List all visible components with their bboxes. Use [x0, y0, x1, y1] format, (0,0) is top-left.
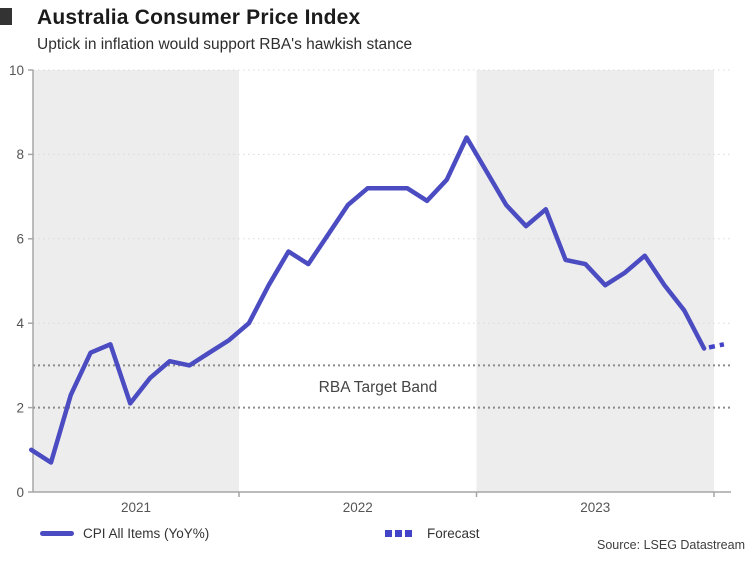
chart-legend: CPI All Items (YoY%) Forecast — [0, 522, 748, 544]
y-tick-label-2: 2 — [16, 400, 24, 415]
chart-subtitle: Uptick in inflation would support RBA's … — [37, 36, 413, 53]
target-band-label: RBA Target Band — [319, 379, 438, 396]
x-year-label-2021: 2021 — [121, 500, 151, 515]
forecast-line — [703, 342, 725, 351]
cpi-line — [28, 135, 707, 465]
y-tick-label-10: 10 — [9, 63, 24, 78]
x-year-label-2023: 2023 — [580, 500, 610, 515]
year-band-2021 — [33, 70, 240, 492]
y-tick-label-0: 0 — [16, 485, 24, 500]
chart-title: Australia Consumer Price Index — [37, 6, 361, 29]
y-tick-label-4: 4 — [16, 316, 24, 331]
y-tick-label-6: 6 — [16, 232, 24, 247]
cpi-legend-label: CPI All Items (YoY%) — [83, 525, 210, 541]
legend-item-cpi: CPI All Items (YoY%) — [40, 522, 209, 544]
source-attribution: Source: LSEG Datastream — [597, 538, 745, 552]
x-year-label-2022: 2022 — [343, 500, 373, 515]
forecast-dots-swatch — [385, 529, 415, 537]
y-tick-label-8: 8 — [16, 147, 24, 162]
forecast-legend-label: Forecast — [427, 525, 480, 541]
cpi-line-swatch — [40, 530, 74, 536]
legend-item-forecast: Forecast — [385, 522, 480, 544]
logo-mark — [0, 8, 12, 25]
year-band-2023 — [476, 70, 715, 492]
